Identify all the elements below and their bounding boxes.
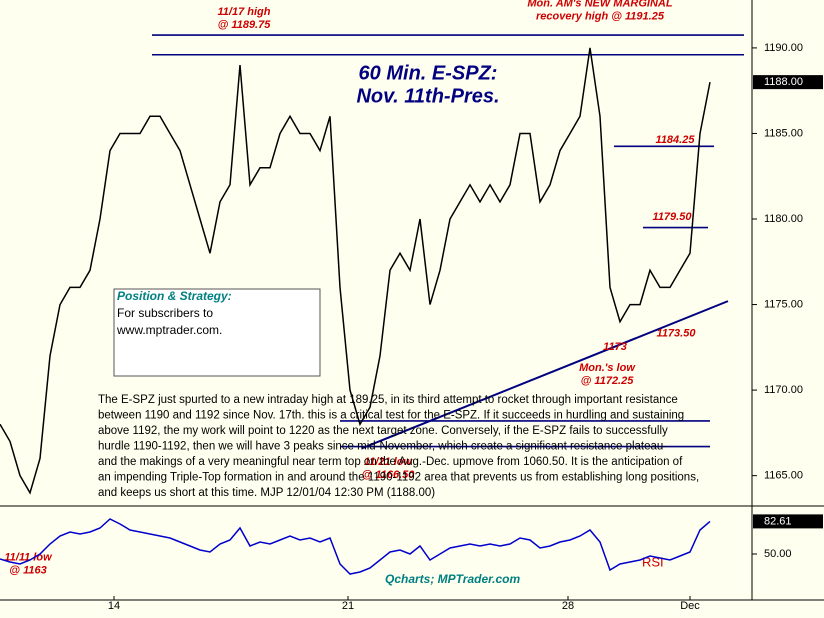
commentary-line: above 1192, the my work will point to 12… — [98, 425, 668, 437]
box-line: www.mptrader.com. — [116, 323, 222, 337]
y-tick-label: 1185.00 — [764, 127, 803, 139]
annotation: 1173.50 — [657, 328, 697, 340]
y-tick-label: 1175.00 — [764, 298, 803, 310]
annotation: @ 1163 — [9, 565, 46, 577]
trend-line — [361, 300, 729, 450]
x-tick-label: 14 — [108, 600, 120, 612]
y-tick-label: 1165.00 — [764, 470, 803, 482]
annotation: 11/17 high — [218, 6, 271, 18]
last-value-label: 82.61 — [764, 515, 792, 527]
x-tick-label: 21 — [342, 600, 354, 612]
last-value-box — [753, 514, 823, 529]
annotation: 1184.25 — [656, 134, 696, 146]
y-tick-label: 1170.00 — [764, 384, 803, 396]
y-tick-label: 1190.00 — [764, 42, 803, 54]
commentary-line: between 1190 and 1192 since Nov. 17th. t… — [98, 410, 684, 422]
annotation: 1173 — [603, 341, 627, 353]
commentary-line: The E-SPZ just spurted to a new intraday… — [98, 394, 678, 406]
y-tick-label: 50.00 — [764, 548, 792, 560]
last-value-box — [753, 75, 823, 90]
x-tick-label: Dec — [680, 600, 700, 612]
annotation: Mon. AM's NEW MARGINAL — [527, 0, 672, 9]
credit: Qcharts; MPTrader.com — [385, 572, 520, 586]
series-line — [0, 518, 711, 575]
annotation: @ 1189.75 — [218, 19, 272, 31]
chart-title: 60 Min. E-SPZ: — [359, 62, 498, 84]
annotation: 1179.50 — [653, 211, 693, 223]
chart-subtitle: Nov. 11th-Pres. — [356, 85, 499, 107]
x-tick-label: 28 — [562, 600, 574, 612]
annotation: Mon.'s low — [579, 362, 636, 374]
strategy-box — [113, 288, 321, 377]
box-title: Position & Strategy: — [117, 289, 232, 303]
last-value-label: 1188.00 — [764, 76, 803, 88]
commentary-line: and the makings of a very meaningful nea… — [98, 456, 683, 468]
annotation: 11/21 low — [364, 456, 414, 468]
annotation: @ 1172.25 — [581, 375, 635, 387]
commentary-line: hurdle 1190-1192, then we will have 3 pe… — [98, 441, 667, 453]
annotation: @ 1166.50 — [362, 469, 416, 481]
annotation: recovery high @ 1191.25 — [536, 10, 665, 22]
y-tick-label: 1180.00 — [764, 213, 803, 225]
annotation: 11/11 low — [4, 552, 53, 564]
commentary-line: and keeps us short at this time. MJP 12/… — [98, 487, 435, 499]
box-line: For subscribers to — [117, 306, 213, 320]
series-line — [0, 47, 711, 495]
commentary-line: an impending Triple-Top formation in and… — [98, 472, 699, 484]
